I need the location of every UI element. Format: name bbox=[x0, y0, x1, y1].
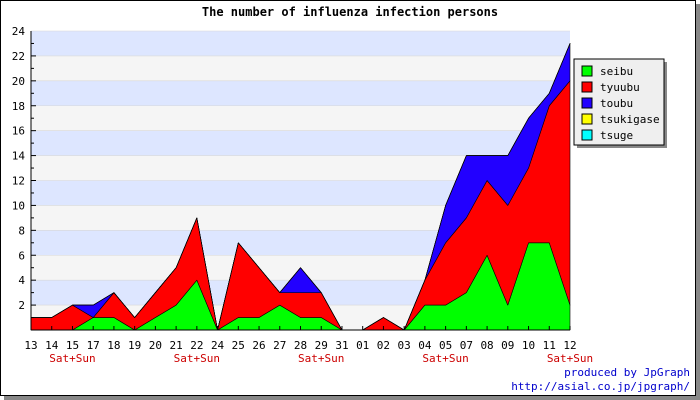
legend-swatch-seibu bbox=[581, 65, 593, 77]
x-tick-label: 02 bbox=[377, 339, 390, 352]
grid-band bbox=[31, 31, 570, 56]
x-tick-label: 29 bbox=[315, 339, 328, 352]
y-tick-label: 8 bbox=[18, 224, 25, 237]
y-tick-label: 16 bbox=[12, 125, 25, 138]
legend-swatch-tsuge bbox=[581, 129, 593, 141]
x-tick-labels: 13 14 15 17 18 19 20 21 22 24 25 26 27 28 29 31 01 02 03 04… bbox=[24, 339, 593, 365]
grid-band bbox=[31, 80, 570, 106]
x-tick-label: 07 bbox=[460, 339, 473, 352]
x-tick-label: 11 bbox=[543, 339, 556, 352]
weekend-label: Sat+Sun bbox=[547, 352, 593, 365]
credit-line-1: produced by JpGraph bbox=[564, 366, 690, 379]
credit-line-2[interactable]: http://asial.co.jp/jpgraph/ bbox=[511, 380, 690, 393]
x-tick-label: 12 bbox=[563, 339, 576, 352]
x-tick-label: 15 bbox=[66, 339, 79, 352]
series-area-tsuge bbox=[30, 43, 571, 331]
weekend-label: Sat+Sun bbox=[49, 352, 95, 365]
chart-title: The number of influenza infection person… bbox=[202, 5, 498, 19]
legend-label-tsuge: tsuge bbox=[600, 129, 633, 142]
weekend-label: Sat+Sun bbox=[174, 352, 220, 365]
x-tick-label: 28 bbox=[294, 339, 307, 352]
x-tick-label: 31 bbox=[335, 339, 348, 352]
y-tick-label: 6 bbox=[18, 249, 25, 262]
x-tick-label: 08 bbox=[480, 339, 493, 352]
legend: seibu tyuubu toubu tsukigase tsuge bbox=[573, 58, 667, 148]
y-tick-label: 24 bbox=[12, 25, 26, 38]
legend-label-tyuubu: tyuubu bbox=[600, 81, 640, 94]
y-tick-label: 10 bbox=[12, 199, 25, 212]
legend-label-tsukigase: tsukigase bbox=[600, 113, 660, 126]
axes bbox=[30, 31, 571, 331]
x-tick-label: 24 bbox=[211, 339, 225, 352]
legend-swatch-toubu bbox=[581, 97, 593, 109]
x-tick-label: 01 bbox=[356, 339, 369, 352]
x-tick-label: 05 bbox=[439, 339, 452, 352]
weekend-label: Sat+Sun bbox=[298, 352, 344, 365]
legend-swatch-tyuubu bbox=[581, 81, 593, 93]
x-tick-label: 17 bbox=[87, 339, 100, 352]
y-tick-label: 4 bbox=[18, 274, 25, 287]
y-tick-label: 12 bbox=[12, 175, 25, 188]
legend-swatch-tsukigase bbox=[581, 113, 593, 125]
x-tick-label: 22 bbox=[190, 339, 203, 352]
grid-band bbox=[31, 130, 570, 156]
y-tick-label: 2 bbox=[18, 299, 25, 312]
x-tick-label: 19 bbox=[128, 339, 141, 352]
x-tick-label: 13 bbox=[24, 339, 37, 352]
y-tick-label: 18 bbox=[12, 100, 25, 113]
x-tick-label: 21 bbox=[169, 339, 182, 352]
x-tick-label: 14 bbox=[45, 339, 59, 352]
x-tick-label: 20 bbox=[149, 339, 162, 352]
y-tick-label: 14 bbox=[12, 150, 26, 163]
y-tick-label: 22 bbox=[12, 50, 25, 63]
x-tick-label: 03 bbox=[398, 339, 411, 352]
x-tick-label: 04 bbox=[418, 339, 432, 352]
x-tick-label: 25 bbox=[232, 339, 245, 352]
x-tick-label: 27 bbox=[273, 339, 286, 352]
x-tick-label: 09 bbox=[501, 339, 514, 352]
legend-label-toubu: toubu bbox=[600, 97, 633, 110]
weekend-label: Sat+Sun bbox=[422, 352, 468, 365]
y-tick-label: 20 bbox=[12, 75, 25, 88]
x-tick-label: 18 bbox=[107, 339, 120, 352]
legend-label-seibu: seibu bbox=[600, 65, 633, 78]
x-tick-label: 26 bbox=[252, 339, 265, 352]
x-tick-label: 10 bbox=[522, 339, 535, 352]
